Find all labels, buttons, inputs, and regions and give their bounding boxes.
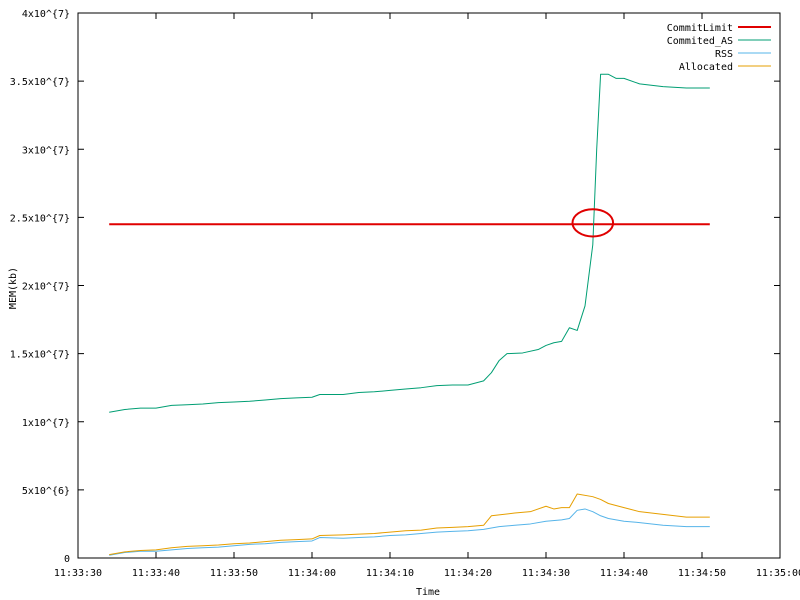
x-tick-label: 11:35:00: [756, 568, 800, 579]
x-tick-label: 11:34:50: [678, 568, 726, 579]
highlight-circle: [571, 208, 615, 238]
x-tick-label: 11:34:30: [522, 568, 570, 579]
plot-frame: [77, 12, 781, 559]
y-tick-label: 2.5x10^{7}: [10, 213, 70, 224]
x-tick-label: 11:33:40: [132, 568, 180, 579]
y-axis-label: MEM(kb): [8, 267, 19, 309]
y-tick-label: 3x10^{7}: [22, 145, 70, 156]
y-tick-label: 0: [64, 554, 70, 565]
y-tick-label: 4x10^{7}: [22, 9, 70, 20]
y-tick-label: 1.5x10^{7}: [10, 350, 70, 361]
legend-label: Commited_AS: [667, 36, 733, 47]
x-tick-label: 11:34:40: [600, 568, 648, 579]
series-layer: [109, 73, 710, 556]
x-axis-label: Time: [416, 587, 440, 598]
x-axis-ticks: 11:33:30 11:33:40 11:33:50 11:34:00 11:34:10…: [54, 13, 800, 579]
y-tick-label: 5x10^{6}: [22, 486, 70, 497]
annotation-layer: [571, 208, 615, 238]
x-tick-label: 11:34:00: [288, 568, 336, 579]
legend-label: CommitLimit: [667, 23, 733, 34]
plot-border: [77, 12, 781, 559]
x-tick-label: 11:34:10: [366, 568, 414, 579]
x-tick-label: 11:33:30: [54, 568, 102, 579]
y-tick-label: 1x10^{7}: [22, 418, 70, 429]
x-tick-label: 11:33:50: [210, 568, 258, 579]
x-tick-label: 11:34:20: [444, 568, 492, 579]
y-axis-ticks: 0 5x10^{6} 1x10^{7} 1.5x10^{7} 2x10^{7} 2.5x1…: [10, 9, 780, 565]
legend-label: Allocated: [679, 62, 733, 73]
series-line-allocated: [109, 493, 710, 556]
series-line-commited-as: [109, 73, 710, 413]
legend: CommitLimit Commited_AS RSS Allocated: [667, 23, 771, 73]
y-tick-label: 3.5x10^{7}: [10, 77, 70, 88]
legend-label: RSS: [715, 49, 733, 60]
series-line-rss: [109, 508, 710, 556]
y-tick-label: 2x10^{7}: [22, 282, 70, 293]
